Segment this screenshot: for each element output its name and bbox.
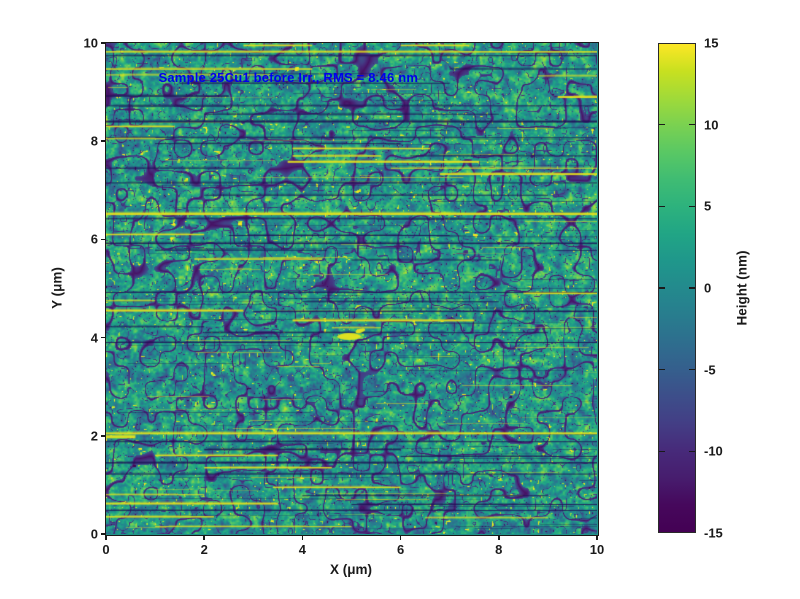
y-tick-label: 6 [90, 231, 98, 247]
plot-area: Sample 25Cu1 before Irr., RMS = 8.46 nm [104, 41, 599, 536]
x-tick-label: 10 [589, 542, 605, 557]
x-tick-label: 8 [495, 542, 503, 557]
x-tick-label: 0 [102, 542, 110, 557]
x-tick-mark [399, 535, 402, 540]
colorbar-tick-mark [659, 287, 665, 289]
y-tick-mark [100, 140, 105, 142]
x-tick-mark [596, 535, 598, 540]
y-tick-label: 4 [90, 330, 98, 346]
x-axis-label: X (μm) [329, 562, 373, 577]
y-tick-mark [100, 533, 105, 535]
x-tick-mark [203, 535, 205, 540]
colorbar-tick-mark [689, 450, 695, 453]
colorbar-tick-mark [659, 450, 665, 453]
colorbar-tick-mark [689, 205, 695, 208]
colorbar-tick-mark [689, 287, 695, 289]
y-tick-label: 0 [90, 526, 98, 542]
x-tick-mark [498, 535, 500, 540]
colorbar-tick-mark [659, 123, 665, 126]
x-tick-mark [301, 535, 304, 540]
heatmap-canvas [105, 42, 597, 534]
y-axis-label: Y (μm) [49, 267, 65, 309]
colorbar-tick-mark [689, 368, 695, 371]
colorbar-tick-label: 10 [704, 117, 719, 133]
x-tick-label: 6 [396, 542, 405, 557]
y-tick-label: 2 [90, 428, 98, 444]
colorbar-tick-label: -10 [704, 443, 723, 459]
colorbar-tick-mark [659, 205, 665, 208]
y-tick-label: 10 [83, 35, 98, 51]
x-tick-label: 4 [298, 542, 307, 557]
colorbar-tick-label: -15 [704, 525, 723, 541]
y-tick-mark [100, 42, 105, 44]
x-tick-label: 2 [200, 542, 208, 557]
colorbar-tick-label: -5 [704, 362, 716, 378]
y-tick-mark [100, 336, 105, 339]
colorbar-tick-label: 5 [704, 198, 712, 214]
y-tick-mark [100, 238, 105, 241]
y-tick-mark [100, 435, 105, 437]
colorbar-tick-mark [689, 123, 695, 126]
colorbar-tick-label: 15 [704, 35, 719, 51]
colorbar-tick-mark [659, 368, 665, 371]
colorbar-label: Height (nm) [734, 250, 750, 326]
annotation-text: Sample 25Cu1 before Irr., RMS = 8.46 nm [158, 69, 419, 85]
y-tick-label: 8 [90, 133, 98, 149]
x-tick-mark [105, 535, 107, 540]
colorbar-tick-label: 0 [704, 280, 712, 296]
